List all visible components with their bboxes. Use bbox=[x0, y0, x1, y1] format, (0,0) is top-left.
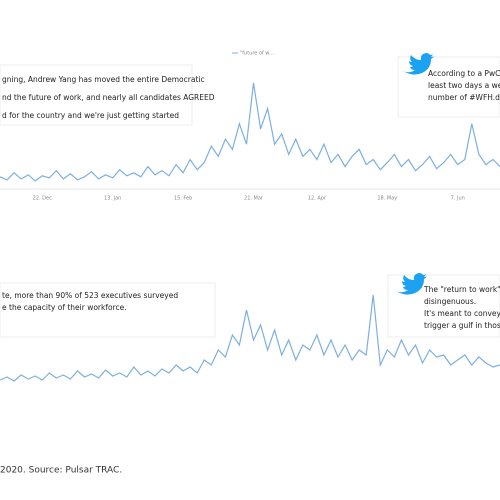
x-tick-label: 15. Feb bbox=[174, 196, 192, 202]
annotation-box bbox=[0, 282, 216, 338]
x-tick-label: 18. May bbox=[377, 196, 397, 202]
annotation-text: number of #WFH.d bbox=[428, 93, 500, 102]
annotation-text: gning, Andrew Yang has moved the entire … bbox=[2, 75, 205, 84]
annotation-text: According to a PwC bbox=[428, 69, 500, 78]
twitter-icon bbox=[403, 53, 434, 75]
annotation-text: The "return to work" bbox=[423, 285, 500, 294]
legend-label: "future of w... bbox=[240, 51, 274, 57]
annotation-box bbox=[0, 64, 193, 126]
x-tick-label: 13. Jan bbox=[104, 196, 121, 202]
annotation-text: It's meant to convey bbox=[424, 309, 500, 318]
twitter-icon bbox=[396, 273, 427, 295]
annotation-text: nd the future of work, and nearly all ca… bbox=[2, 93, 215, 102]
annotation-text: e the capacity of their workforce. bbox=[2, 303, 127, 312]
annotation-text: d for the country and we're just getting… bbox=[2, 111, 179, 120]
series-line bbox=[0, 82, 500, 182]
x-tick-label: 7. Jun bbox=[451, 196, 465, 202]
annotation-text: disingenuous. bbox=[424, 297, 476, 306]
footer: 2020. Source: Pulsar TRAC. bbox=[0, 466, 122, 476]
x-tick-label: 21. Mar bbox=[244, 196, 264, 202]
annotation-text: te, more than 90% of 523 executives surv… bbox=[2, 291, 178, 300]
series-line bbox=[0, 294, 500, 382]
x-tick-label: 12. Apr bbox=[308, 196, 327, 202]
annotation-text: least two days a we bbox=[428, 81, 500, 90]
annotation-text: trigger a gulf in those bbox=[424, 321, 500, 330]
x-tick-label: 22. Dec bbox=[33, 196, 52, 202]
